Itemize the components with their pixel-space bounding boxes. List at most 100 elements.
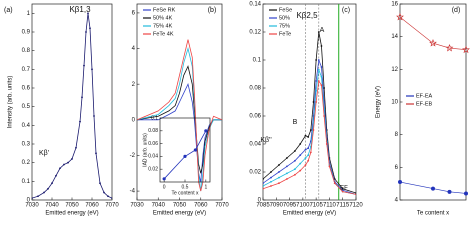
legend-label: 50% (279, 15, 290, 21)
y-tick-label: 2 (132, 82, 136, 88)
marker (398, 180, 402, 185)
y-tick-label: 0.14 (249, 2, 261, 8)
y-tick-label: 12 (391, 67, 398, 73)
marker (355, 193, 356, 196)
y-tick-label: 0.8 (22, 48, 31, 54)
marker (263, 178, 264, 180)
panel-label: (a) (4, 7, 13, 14)
x-axis-label: Emitted energy (eV) (153, 211, 206, 217)
panel-label: (d) (452, 7, 461, 14)
x-tick-label: 7050 (65, 203, 79, 209)
x-tick-label: 7070 (105, 203, 119, 209)
panel: 0 0.1 0.2 0.3 0.4 0.5 0.6 0.7 0.8 0.9 1 7030 7040 705… (4, 3, 119, 217)
series-line (263, 31, 356, 194)
x-tick-label: 7115 (336, 203, 350, 209)
marker (304, 148, 307, 151)
legend-label: EF-EA (416, 93, 433, 99)
marker (333, 182, 336, 185)
marker (309, 129, 312, 131)
marker (315, 89, 318, 92)
annotation: A (320, 27, 325, 34)
x-tick-label: 7095 (283, 203, 297, 209)
annotation: Kβ1,3 (69, 5, 91, 14)
marker (445, 43, 454, 52)
y-tick-label: 0.08 (148, 128, 158, 134)
annotation: Kβ2,5 (296, 11, 318, 20)
x-tick-label: 7120 (349, 203, 363, 209)
series-layer (32, 12, 112, 200)
y-tick-label: 8 (395, 132, 399, 138)
marker (204, 129, 208, 133)
marker (431, 186, 435, 191)
marker (286, 172, 288, 175)
marker (43, 191, 45, 194)
marker (323, 115, 326, 117)
x-tick-label: 7090 (270, 203, 284, 209)
marker (312, 101, 315, 103)
marker (111, 197, 112, 200)
marker (63, 163, 65, 166)
y-tick-label: 16 (391, 2, 398, 8)
series-line (400, 181, 466, 194)
marker (67, 161, 69, 164)
plot-frame (159, 117, 211, 183)
y-tick-label: 0.06 (249, 114, 261, 120)
y-axis-label: Energy (eV) (376, 86, 382, 118)
legend-label: 75% (279, 23, 290, 29)
series-line (137, 39, 222, 192)
marker (320, 45, 323, 47)
marker (312, 129, 315, 131)
panel-label: (b) (208, 7, 217, 14)
marker (307, 154, 310, 157)
x-tick-label: 7050 (173, 203, 187, 209)
marker (315, 80, 318, 82)
x-axis-label: Te content x (172, 190, 199, 196)
legend-label: EF-EB (416, 101, 433, 107)
y-tick-label: 0.1 (151, 115, 158, 121)
y-tick-label: 0.2 (22, 160, 31, 166)
series-layer (162, 129, 208, 181)
y-tick-label: 0.1 (22, 179, 31, 185)
marker (183, 154, 187, 158)
x-tick-label: 7030 (25, 203, 39, 209)
marker (299, 169, 302, 172)
x-axis-label: Emitted energy (eV) (45, 211, 98, 217)
marker (263, 187, 264, 190)
marker (59, 167, 61, 170)
marker (79, 120, 81, 123)
marker (278, 176, 280, 179)
marker (320, 84, 323, 87)
y-tick-label: 0.5 (22, 104, 31, 110)
panel: 0.02 0.04 0.06 0.08 0.1 0 0.5 1 Te content x IAD … (142, 115, 211, 196)
x-tick-label: 7060 (194, 203, 208, 209)
series-layer (263, 31, 356, 196)
marker (323, 87, 326, 89)
marker (315, 59, 318, 61)
marker (270, 176, 272, 179)
y-tick-label: 0.04 (249, 142, 261, 148)
y-tick-label: 0.04 (148, 154, 158, 160)
series-line (137, 65, 222, 174)
annotation: B (293, 119, 298, 126)
marker (162, 177, 166, 181)
y-tick-label: 0 (258, 198, 262, 204)
series-line (263, 59, 356, 195)
marker (317, 59, 320, 61)
x-tick-label: 7030 (130, 203, 144, 209)
marker (299, 154, 302, 157)
marker (299, 162, 302, 165)
x-tick-label: 7085 (256, 203, 270, 209)
marker (307, 159, 310, 162)
marker (317, 31, 320, 33)
marker (263, 185, 264, 187)
marker (47, 187, 49, 190)
marker (293, 159, 296, 162)
marker (91, 68, 93, 71)
marker (293, 150, 296, 152)
marker (37, 195, 39, 198)
series-line (263, 79, 356, 195)
series-layer (137, 39, 222, 192)
panel-label: (c) (342, 7, 350, 14)
marker (51, 182, 53, 185)
y-tick-label: 0.08 (249, 86, 261, 92)
